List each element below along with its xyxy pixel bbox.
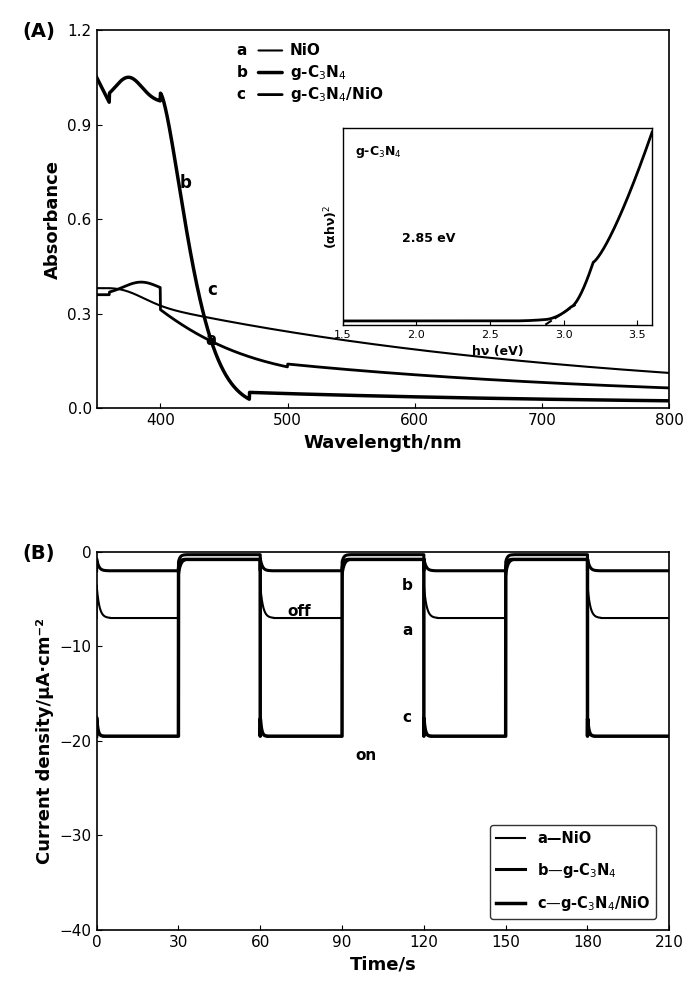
Text: c: c (207, 281, 217, 299)
Text: b: b (179, 174, 191, 192)
Text: NiO: NiO (290, 43, 321, 58)
Text: a: a (237, 43, 247, 58)
X-axis label: Time/s: Time/s (350, 955, 416, 973)
Y-axis label: Current density/μA·cm⁻²: Current density/μA·cm⁻² (36, 618, 54, 864)
Text: b: b (402, 578, 413, 593)
Text: (B): (B) (22, 544, 55, 563)
Text: g-C$_3$N$_4$/NiO: g-C$_3$N$_4$/NiO (290, 85, 384, 104)
Text: a: a (402, 623, 413, 638)
Text: c: c (402, 710, 411, 725)
Text: b: b (237, 65, 248, 80)
Text: a: a (205, 331, 216, 349)
Text: off: off (288, 604, 311, 619)
Legend: a—NiO, b—g-C$_3$N$_4$, c—g-C$_3$N$_4$/NiO: a—NiO, b—g-C$_3$N$_4$, c—g-C$_3$N$_4$/Ni… (491, 825, 656, 919)
Text: g-C$_3$N$_4$: g-C$_3$N$_4$ (290, 63, 347, 82)
Text: on: on (355, 748, 377, 763)
Text: c: c (237, 87, 246, 102)
X-axis label: Wavelength/nm: Wavelength/nm (304, 434, 462, 452)
Text: (A): (A) (22, 22, 55, 41)
Y-axis label: Absorbance: Absorbance (44, 160, 62, 279)
